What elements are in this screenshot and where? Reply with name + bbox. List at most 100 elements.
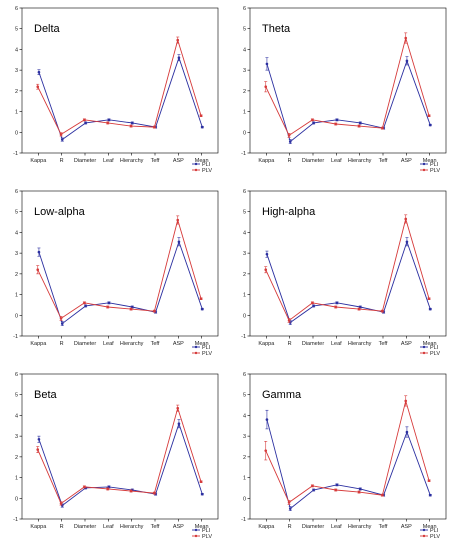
y-tick-label: 1: [243, 293, 246, 299]
x-tick-label: R: [60, 158, 64, 164]
data-point-plv: [199, 480, 203, 484]
y-tick-label: 1: [15, 293, 18, 299]
x-tick-label: R: [60, 524, 64, 530]
data-point-pli: [312, 304, 315, 308]
y-tick-label: 2: [243, 89, 246, 95]
x-tick-label: Hierarchy: [120, 524, 144, 530]
data-point-plv: [404, 36, 408, 40]
x-tick-label: Hierarchy: [348, 341, 372, 347]
chart-panel-high-alpha: -1 0 1 2 3 4 5 6 Kappa R Diameter Leaf Hierarchy Teff…: [241, 189, 447, 357]
data-point-plv: [36, 268, 40, 272]
y-tick-label: 0: [15, 313, 18, 319]
y-tick-label: 1: [15, 110, 18, 116]
y-tick-label: 4: [243, 230, 246, 236]
chart-panel-gamma: -1 0 1 2 3 4 5 6 Kappa R Diameter Leaf Hierarchy Teff…: [241, 372, 447, 540]
data-point-plv: [381, 309, 384, 313]
y-tick-label: 5: [15, 210, 18, 216]
x-tick-label: Hierarchy: [120, 341, 144, 347]
legend-marker: [194, 528, 198, 532]
y-tick-label: 6: [243, 189, 246, 195]
x-tick-label: ASP: [401, 158, 412, 164]
chart-title: Gamma: [262, 389, 302, 401]
data-point-pli: [405, 240, 409, 244]
legend-label: PLI: [430, 162, 439, 168]
y-tick-label: 4: [15, 230, 18, 236]
data-point-plv: [83, 485, 86, 489]
y-tick-label: 0: [243, 496, 246, 502]
data-point-pli: [428, 123, 432, 127]
x-tick-label: ASP: [173, 158, 184, 164]
x-tick-label: R: [288, 524, 292, 530]
y-tick-label: 6: [15, 6, 18, 12]
data-point-plv: [357, 124, 361, 128]
data-point-plv: [129, 124, 133, 128]
chart-panel-theta: -1 0 1 2 3 4 5 6 Kappa R Diameter Leaf Hierarchy Teff…: [241, 6, 447, 174]
y-tick-label: -1: [13, 334, 18, 340]
x-tick-label: Diameter: [74, 341, 96, 347]
y-tick-label: 2: [15, 272, 18, 278]
data-point-pli: [84, 304, 87, 308]
y-tick-label: 0: [243, 313, 246, 319]
chart-panel-beta: -1 0 1 2 3 4 5 6 Kappa R Diameter Leaf Hierarchy Teff…: [13, 372, 219, 540]
data-point-plv: [36, 448, 40, 451]
data-point-pli: [130, 121, 134, 125]
y-tick-label: -1: [241, 334, 246, 340]
y-tick-label: 2: [243, 272, 246, 278]
data-point-plv: [59, 502, 63, 505]
y-tick-label: 2: [15, 455, 18, 461]
data-point-plv: [106, 305, 110, 309]
x-tick-label: Leaf: [331, 524, 342, 530]
legend-marker: [194, 168, 198, 172]
x-tick-label: Kappa: [258, 341, 275, 347]
series-line-plv: [37, 218, 202, 320]
legend-marker: [194, 162, 198, 166]
chart-panel-delta: -1 0 1 2 3 4 5 6 Kappa R Diameter Leaf Hierarchy Teff…: [13, 6, 219, 174]
y-tick-label: 4: [243, 413, 246, 419]
series-line-plv: [265, 36, 430, 137]
data-point-pli: [84, 121, 87, 125]
data-point-pli: [335, 483, 339, 487]
x-tick-label: Leaf: [103, 341, 114, 347]
data-point-pli: [200, 492, 204, 496]
data-point-plv: [106, 487, 110, 491]
data-point-pli: [37, 250, 41, 254]
y-tick-label: 0: [15, 130, 18, 136]
series-line-pli: [38, 240, 203, 325]
data-point-plv: [404, 217, 408, 221]
data-point-pli: [405, 59, 409, 63]
data-point-pli: [265, 62, 269, 66]
x-tick-label: Mean: [195, 524, 209, 530]
data-point-pli: [288, 507, 292, 510]
data-point-pli: [265, 252, 269, 256]
y-tick-label: 6: [15, 372, 18, 378]
data-point-plv: [427, 297, 431, 301]
x-tick-label: Teff: [151, 341, 160, 347]
y-tick-label: 1: [243, 110, 246, 116]
chart-title: Delta: [34, 23, 61, 35]
x-tick-label: Mean: [195, 341, 209, 347]
y-tick-label: -1: [13, 517, 18, 523]
x-tick-label: R: [60, 341, 64, 347]
x-tick-label: Mean: [423, 524, 437, 530]
plot-frame: [21, 7, 219, 154]
y-tick-label: 4: [243, 47, 246, 53]
data-point-plv: [129, 489, 133, 493]
chart-title: High-alpha: [262, 206, 316, 218]
y-tick-label: 5: [243, 27, 246, 33]
legend-marker: [422, 345, 426, 349]
data-point-plv: [59, 317, 63, 320]
data-point-plv: [59, 133, 63, 136]
x-tick-label: Diameter: [74, 158, 96, 164]
data-point-plv: [334, 122, 338, 126]
plot-frame: [21, 190, 219, 337]
data-point-plv: [176, 38, 180, 42]
data-point-pli: [60, 322, 64, 325]
legend-label: PLV: [202, 534, 212, 540]
legend-label: PLV: [202, 351, 212, 357]
data-point-plv: [264, 449, 268, 452]
plot-frame: [249, 7, 447, 154]
data-point-pli: [37, 437, 41, 441]
y-tick-label: 2: [15, 89, 18, 95]
x-tick-label: Hierarchy: [120, 158, 144, 164]
